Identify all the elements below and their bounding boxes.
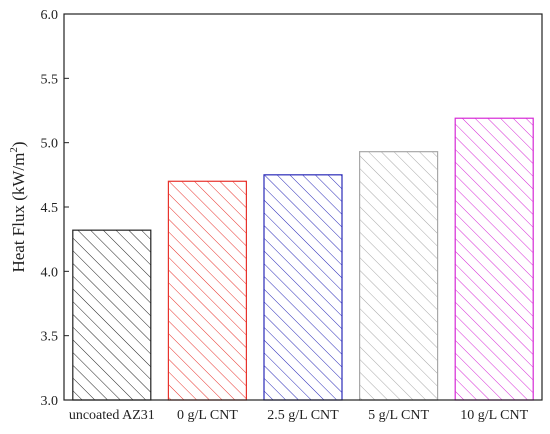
x-category-label: 10 g/L CNT [460,408,528,423]
y-tick-label: 5.5 [41,72,59,87]
x-category-label: 2.5 g/L CNT [267,408,339,423]
y-tick-label: 3.0 [41,394,59,409]
bar-10-g-l-cnt [454,117,534,401]
y-axis-ticks: 3.0 3.5 4.0 4.5 5.0 5.5 6.0 [41,8,69,409]
x-category-label: uncoated AZ31 [69,408,155,423]
y-tick-label: 4.0 [41,265,59,280]
x-category-label: 5 g/L CNT [368,408,429,423]
y-axis-title-superscript: 2 [8,147,20,153]
y-tick-label: 5.0 [41,137,59,152]
x-axis-category-labels: uncoated AZ31 0 g/L CNT 2.5 g/L CNT 5 g/L C… [69,408,529,423]
x-category-label: 0 g/L CNT [177,408,238,423]
bar-uncoated-az31 [72,229,152,401]
bar-5-g-l-cnt [359,151,439,401]
y-tick-label: 3.5 [41,330,59,345]
bars-group [72,117,534,401]
y-tick-label: 6.0 [41,8,59,23]
y-axis-title: Heat Flux (kW/m2) [8,141,28,272]
y-tick-label: 4.5 [41,201,59,216]
bar-2-5-g-l-cnt [263,174,343,401]
bar-0-g-l-cnt [167,180,247,401]
